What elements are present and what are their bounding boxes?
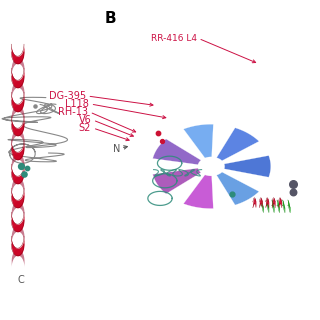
Text: L118: L118	[65, 99, 89, 109]
Text: B: B	[105, 11, 116, 26]
Polygon shape	[183, 175, 213, 209]
Text: RH-13: RH-13	[58, 107, 88, 117]
Polygon shape	[183, 124, 213, 158]
Point	[159, 138, 164, 143]
Point	[290, 181, 295, 187]
Text: V6: V6	[78, 115, 91, 125]
Text: C: C	[18, 275, 24, 285]
Point	[32, 103, 37, 108]
Text: S2: S2	[79, 123, 91, 133]
Text: RR-416 L4: RR-416 L4	[151, 34, 197, 43]
Polygon shape	[217, 172, 259, 205]
Point	[25, 165, 30, 171]
Polygon shape	[153, 168, 201, 194]
Point	[290, 189, 295, 195]
Point	[156, 130, 161, 135]
Polygon shape	[153, 139, 201, 164]
Polygon shape	[217, 128, 259, 161]
Point	[21, 172, 27, 177]
Point	[229, 191, 235, 196]
Text: N: N	[113, 144, 120, 154]
Point	[18, 164, 23, 169]
Text: DG-395: DG-395	[49, 91, 86, 101]
Polygon shape	[224, 156, 271, 177]
